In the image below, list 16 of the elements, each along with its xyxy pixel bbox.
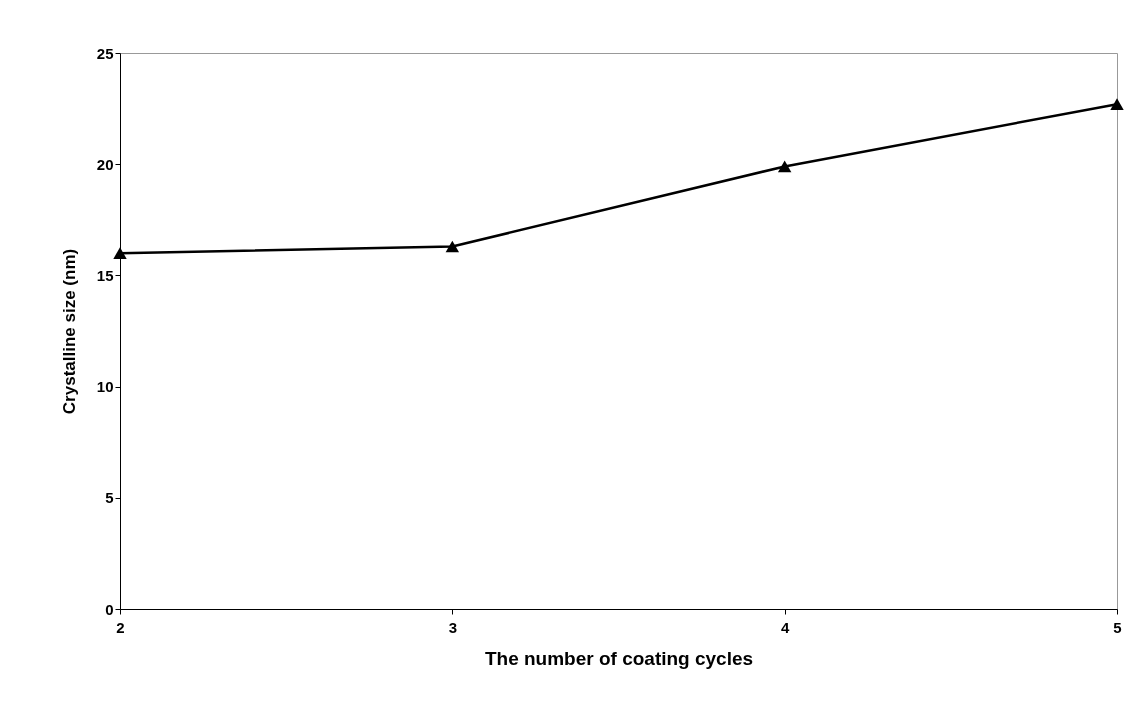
x-axis-title: The number of coating cycles xyxy=(484,647,754,669)
y-axis-title: Crystalline size (nm) xyxy=(59,248,79,415)
y-tick-label: 15 xyxy=(96,266,114,284)
x-tick-label: 4 xyxy=(780,618,790,636)
x-tick-label: 5 xyxy=(1113,618,1122,636)
point xyxy=(1110,98,1124,110)
point xyxy=(445,240,460,253)
point xyxy=(113,247,127,259)
y-tick-label: 5 xyxy=(105,489,114,507)
x-tick-label: 3 xyxy=(448,618,458,636)
point xyxy=(777,160,792,173)
y-tick-label: 0 xyxy=(105,600,114,618)
y-tick-label: 25 xyxy=(96,44,114,62)
y-tick-label: 20 xyxy=(96,155,114,173)
y-tick-label: 10 xyxy=(96,378,114,396)
x-tick-label: 2 xyxy=(116,618,125,636)
